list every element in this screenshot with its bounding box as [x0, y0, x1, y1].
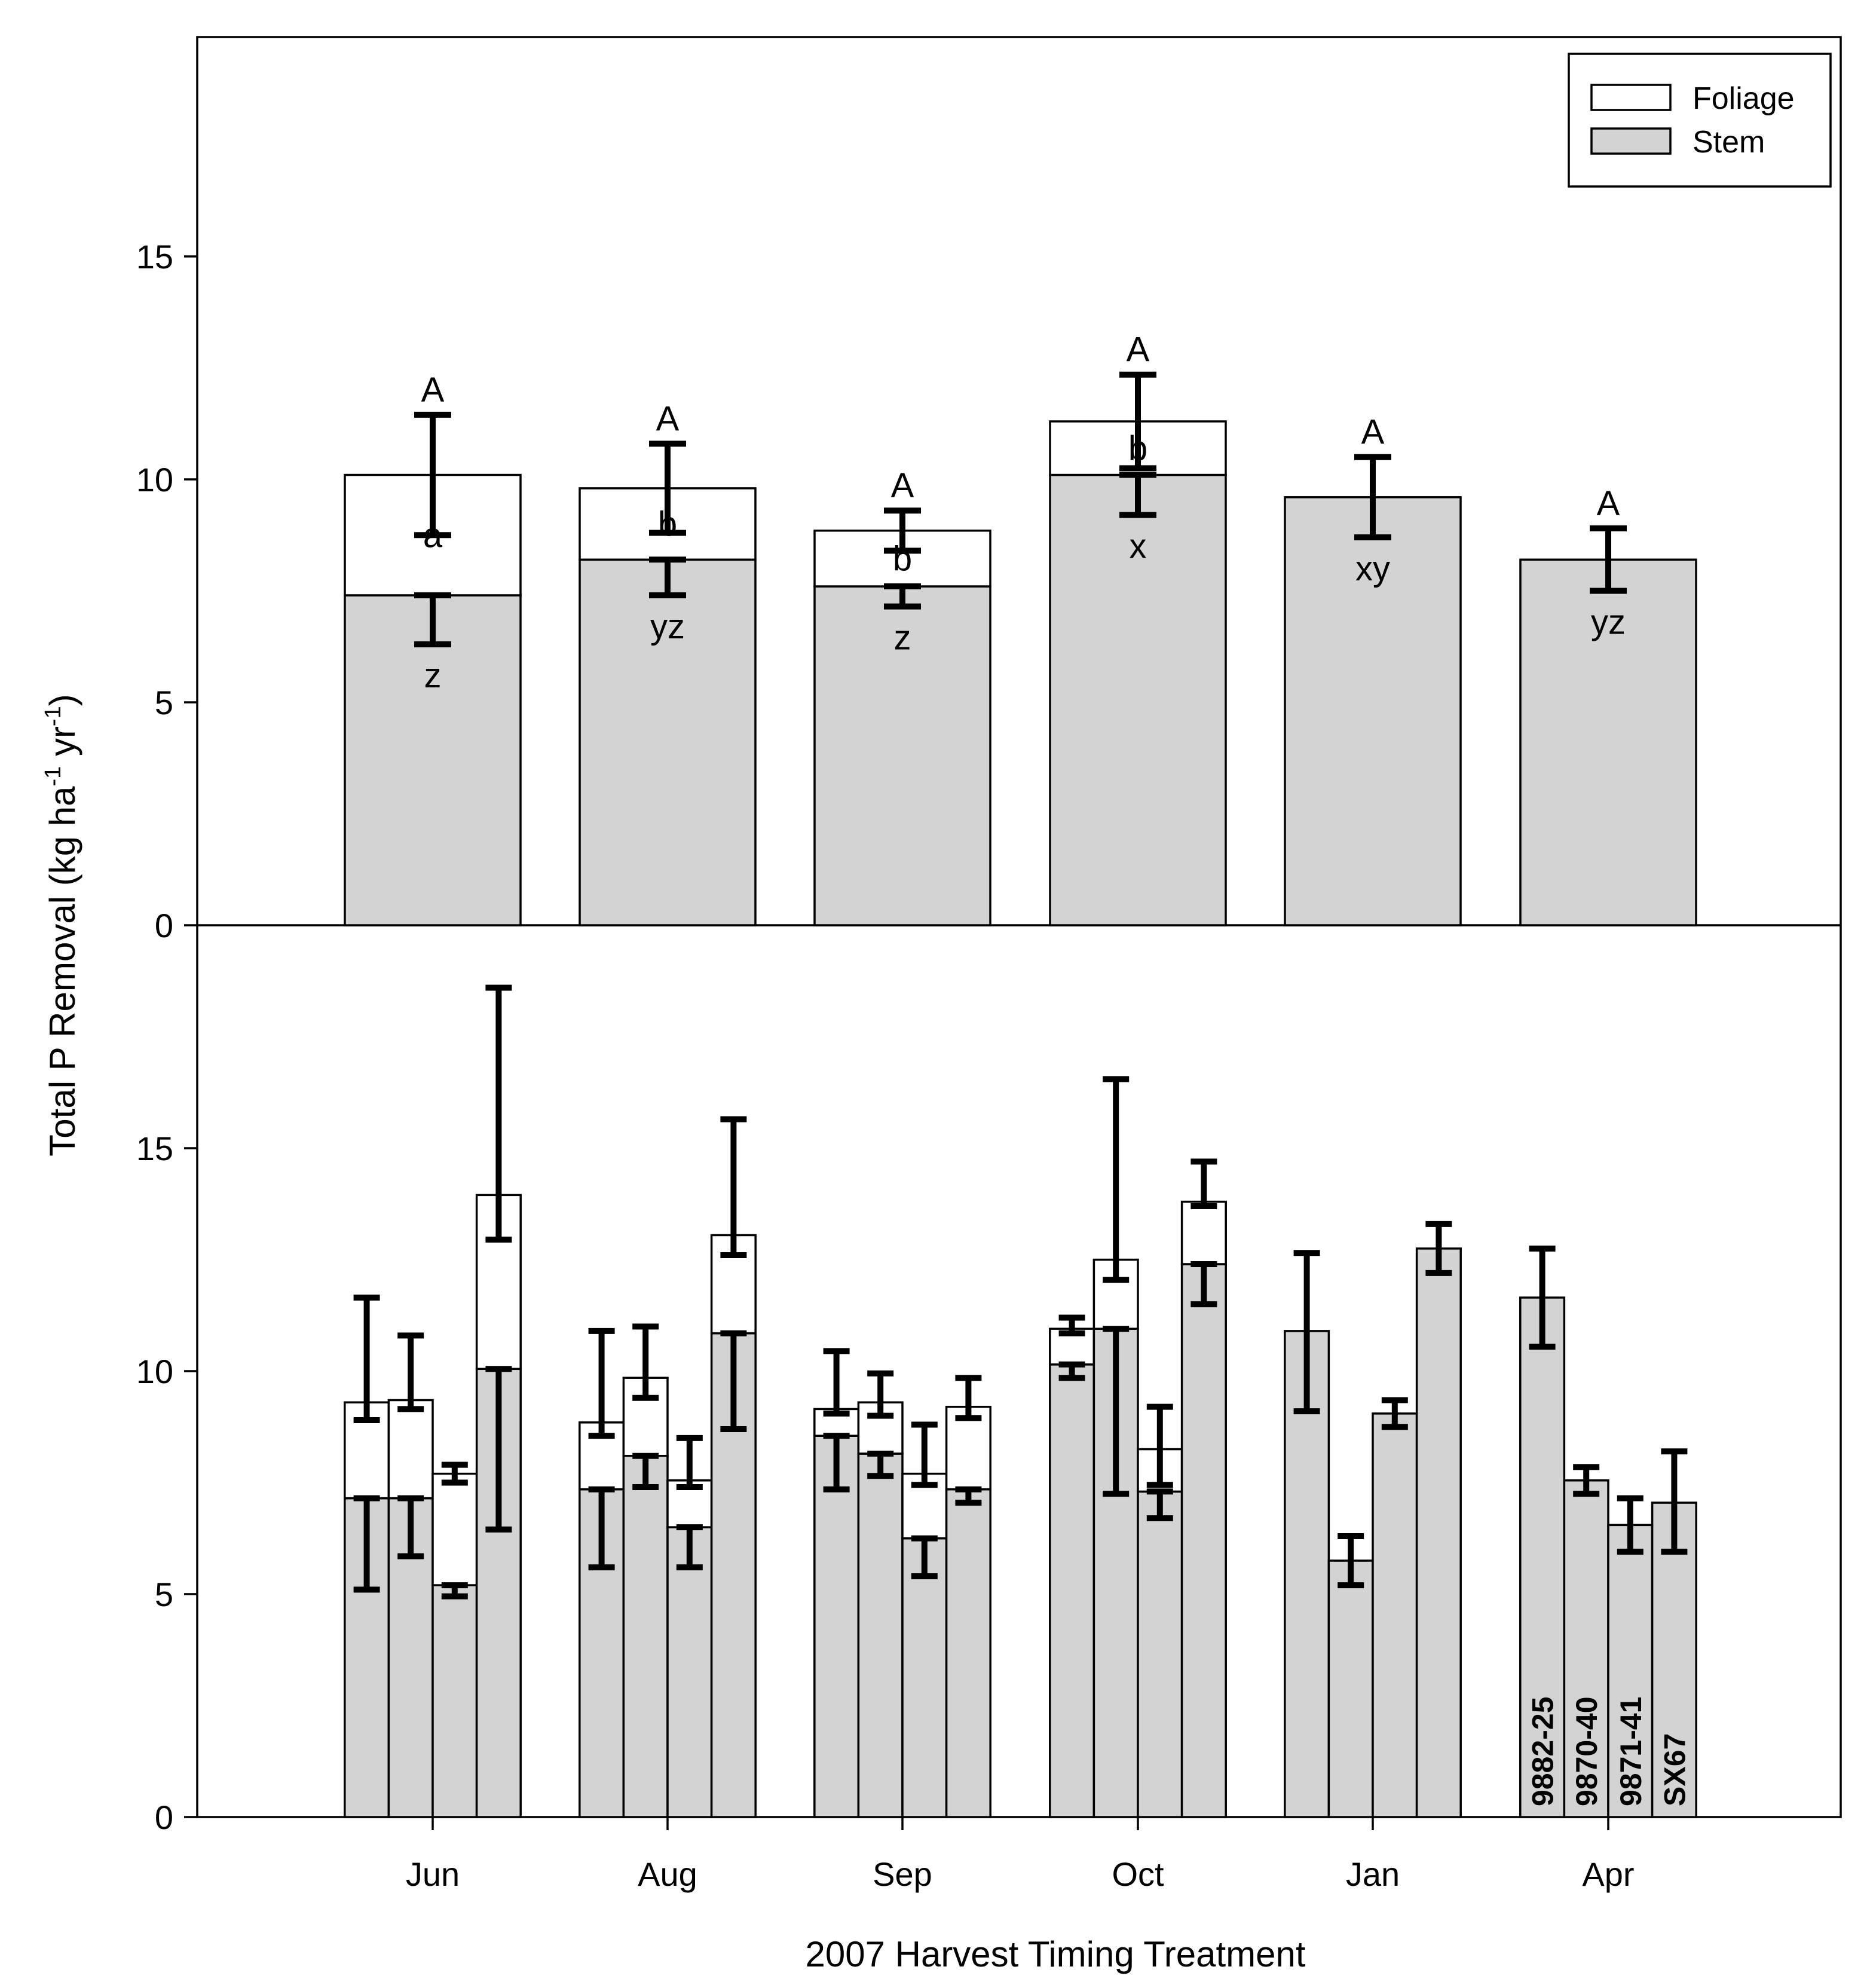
- x-tick-label-jan: Jan: [1346, 1855, 1400, 1893]
- letter-stem-oct: x: [1130, 527, 1147, 566]
- legend-label-foliage: Foliage: [1693, 81, 1795, 116]
- bottom-bar-sep-4-stem: [945, 1488, 991, 1818]
- bottom-bar-jun-2-foliage: [387, 1399, 434, 1500]
- letter-stem-aug: yz: [650, 607, 685, 646]
- x-axis-title: 2007 Harvest Timing Treatment: [805, 1934, 1305, 1974]
- legend-swatch-stem: [1590, 127, 1672, 155]
- y-tick-label-bottom-15: 15: [136, 1130, 173, 1167]
- top-panel-bars: [344, 371, 1697, 926]
- plot-border: [196, 36, 1842, 1818]
- letter-foliage-jun: a: [423, 516, 443, 555]
- bottom-bar-jan-2-stem: [1327, 1559, 1374, 1818]
- letter-stem-jun: z: [424, 656, 442, 695]
- y-tick-label-top-0: 0: [155, 907, 173, 944]
- bottom-bar-sep-1-stem: [813, 1435, 860, 1818]
- y-tick-label-top-5: 5: [155, 684, 173, 721]
- letter-total-jan: A: [1361, 413, 1385, 452]
- letter-foliage-aug: b: [658, 505, 677, 544]
- bottom-bar-jan-3-stem: [1372, 1412, 1418, 1818]
- bottom-bar-apr-1-stem: [1519, 1296, 1566, 1818]
- x-tick-label-aug: Aug: [638, 1855, 697, 1893]
- bottom-bar-oct-1-stem: [1049, 1363, 1095, 1818]
- x-axis: Jun Aug Sep Oct Jan Apr: [406, 1817, 1635, 1893]
- clone-label-4: SX67: [1658, 1733, 1691, 1806]
- letter-stem-sep: z: [894, 619, 911, 657]
- clone-labels: 9882-25 9870-40 9871-41 SX67: [1526, 1697, 1692, 1807]
- clone-label-3: 9871-41: [1614, 1697, 1648, 1807]
- letter-total-apr: A: [1597, 484, 1620, 523]
- top-bar-sep-stem: [813, 585, 991, 926]
- top-panel-letters: Aa z Ab yz Ab z Ab x Axy Ayz: [421, 331, 1626, 695]
- y-tick-label-bottom-5: 5: [155, 1576, 173, 1613]
- legend: Foliage Stem: [1568, 53, 1832, 188]
- bottom-bar-oct-4-foliage: [1180, 1200, 1227, 1265]
- y-axis-title-sup1: -1: [41, 766, 66, 787]
- bottom-bar-oct-3-stem: [1137, 1490, 1183, 1818]
- x-tick-label-jun: Jun: [406, 1855, 460, 1893]
- bottom-bar-sep-3-stem: [901, 1537, 948, 1818]
- y-axis-title: Total P Removal (kg ha-1 yr-1): [41, 694, 82, 1156]
- y-tick-label-top-10: 10: [136, 461, 173, 498]
- letter-total-oct: A: [1127, 331, 1150, 369]
- bottom-bar-sep-2-stem: [857, 1452, 904, 1818]
- y-tick-label-bottom-0: 0: [155, 1799, 173, 1836]
- top-bar-jun-stem: [344, 594, 522, 926]
- letter-total-jun: A: [421, 371, 445, 409]
- letter-total-aug: A: [656, 399, 680, 438]
- bottom-bar-apr-4-stem: [1651, 1501, 1697, 1818]
- y-axis-title-main: Total P Removal (kg ha: [42, 786, 82, 1157]
- bottom-bar-apr-2-stem: [1563, 1479, 1609, 1818]
- top-bar-oct-stem: [1049, 473, 1227, 926]
- y-axis-title-sup2: -1: [41, 706, 66, 726]
- letter-stem-jan: xy: [1355, 549, 1390, 588]
- legend-box: [1568, 53, 1832, 188]
- clone-label-1: 9882-25: [1526, 1697, 1560, 1807]
- bottom-bar-jun-3-stem: [431, 1584, 478, 1818]
- x-tick-label-oct: Oct: [1112, 1855, 1164, 1893]
- top-bar-aug-stem: [579, 558, 757, 926]
- y-tick-label-bottom-10: 10: [136, 1353, 173, 1390]
- letter-foliage-sep: b: [893, 539, 912, 578]
- top-bar-apr-stem: [1519, 558, 1697, 926]
- y-tick-label-top-15: 15: [136, 238, 173, 276]
- y-axis-title-end: ): [42, 694, 82, 706]
- legend-swatch-foliage: [1590, 84, 1672, 111]
- y-axis-top: 0 5 10 15: [136, 238, 197, 944]
- top-bar-jan-stem: [1284, 496, 1462, 926]
- x-tick-label-apr: Apr: [1582, 1855, 1634, 1893]
- bottom-panel-bars: [344, 984, 1697, 1818]
- letter-stem-apr: yz: [1591, 603, 1626, 642]
- legend-label-stem: Stem: [1693, 125, 1765, 160]
- clone-label-2: 9870-40: [1570, 1697, 1603, 1807]
- x-tick-label-sep: Sep: [873, 1855, 932, 1893]
- y-axis-title-mid: yr: [42, 726, 82, 766]
- bottom-bar-aug-3-stem: [666, 1526, 713, 1818]
- bottom-bar-aug-2-stem: [622, 1454, 669, 1818]
- y-axis-bottom: 0 5 10 15: [136, 1130, 197, 1836]
- letter-total-sep: A: [891, 466, 914, 505]
- bottom-bar-jun-3-foliage: [431, 1472, 478, 1586]
- bottom-bar-jan-4-stem: [1415, 1247, 1462, 1818]
- bottom-bar-oct-4-stem: [1180, 1263, 1227, 1818]
- letter-foliage-oct: b: [1128, 429, 1147, 468]
